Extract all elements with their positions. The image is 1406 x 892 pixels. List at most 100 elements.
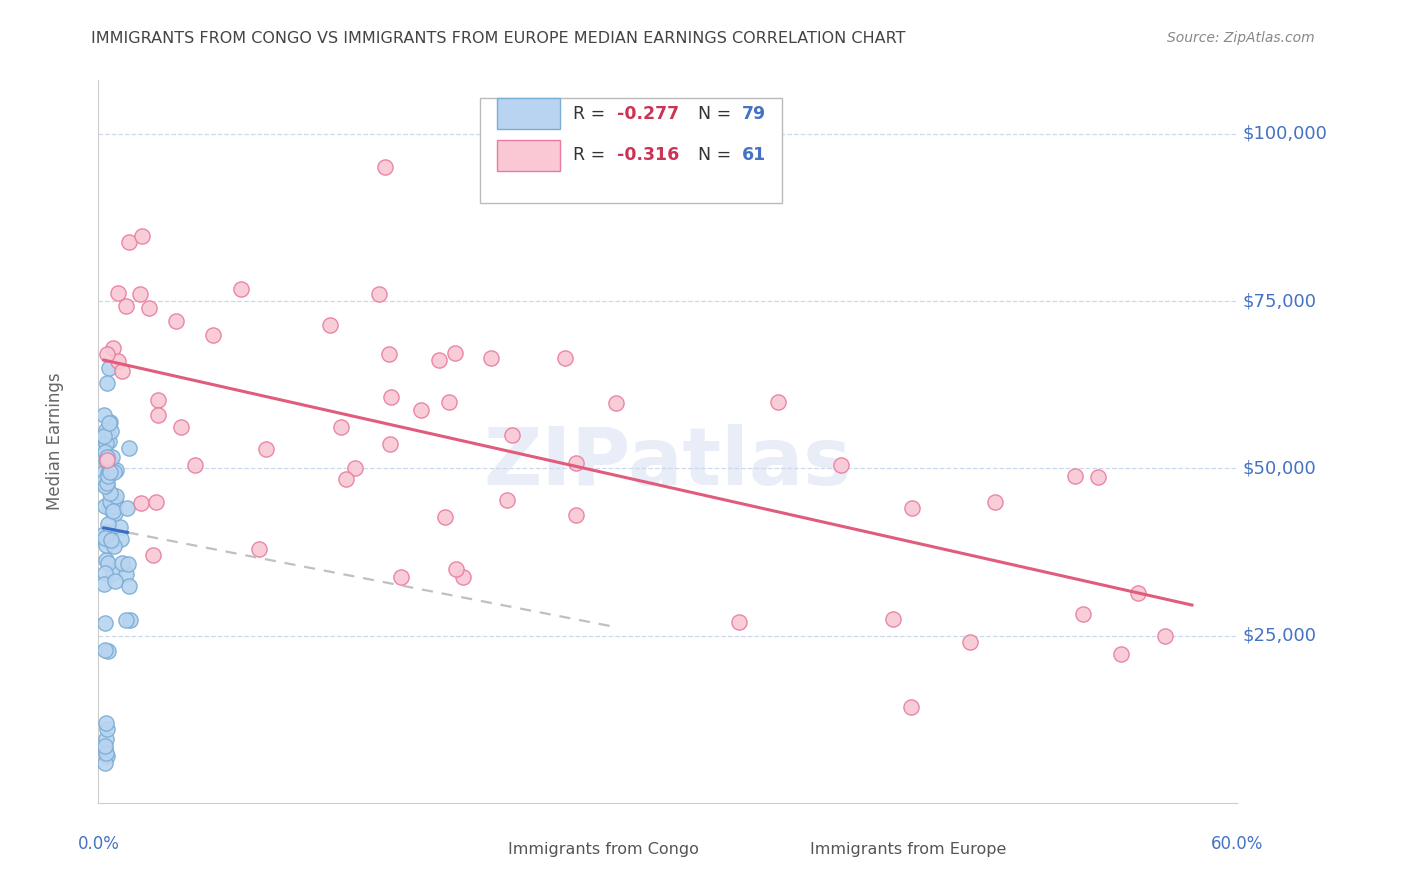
- Point: [101, 450, 124, 465]
- Point: [94, 531, 117, 545]
- Point: [97, 556, 120, 570]
- FancyBboxPatch shape: [479, 98, 782, 203]
- Point: [117, 579, 139, 593]
- Point: [93, 475, 115, 489]
- FancyBboxPatch shape: [498, 98, 560, 128]
- Point: [98, 485, 121, 500]
- Point: [94, 756, 117, 770]
- Point: [118, 235, 141, 249]
- Text: -0.277: -0.277: [617, 104, 679, 122]
- Point: [108, 520, 131, 534]
- Point: [93, 576, 115, 591]
- Point: [96, 723, 118, 737]
- Text: -0.316: -0.316: [617, 146, 679, 164]
- Point: [96, 452, 118, 467]
- Point: [93, 408, 115, 422]
- Point: [247, 542, 270, 557]
- Point: [148, 392, 170, 407]
- Point: [104, 463, 127, 477]
- Point: [451, 570, 474, 584]
- Point: [319, 318, 342, 332]
- Point: [111, 363, 134, 377]
- Point: [98, 535, 121, 549]
- Point: [378, 437, 401, 451]
- Point: [94, 552, 117, 566]
- Point: [479, 351, 502, 365]
- Text: $100,000: $100,000: [1243, 125, 1327, 143]
- Point: [94, 746, 117, 760]
- Point: [94, 615, 117, 630]
- Point: [169, 420, 191, 434]
- Point: [367, 287, 389, 301]
- Point: [93, 476, 115, 491]
- Point: [94, 428, 117, 442]
- Point: [97, 427, 120, 442]
- Text: $50,000: $50,000: [1243, 459, 1317, 477]
- Point: [97, 416, 120, 430]
- Text: $25,000: $25,000: [1243, 626, 1317, 645]
- Point: [229, 282, 252, 296]
- Point: [146, 409, 169, 423]
- Point: [94, 454, 117, 468]
- Point: [96, 749, 118, 764]
- Point: [93, 499, 115, 513]
- Point: [93, 442, 115, 456]
- Point: [184, 458, 207, 472]
- Point: [117, 557, 139, 571]
- Point: [1071, 607, 1094, 622]
- Point: [900, 699, 922, 714]
- Point: [97, 500, 120, 515]
- FancyBboxPatch shape: [463, 840, 499, 858]
- Text: R =: R =: [574, 104, 612, 122]
- Point: [101, 341, 124, 355]
- Point: [98, 465, 121, 479]
- Point: [97, 517, 120, 532]
- Point: [96, 478, 118, 492]
- Point: [104, 506, 127, 520]
- Point: [495, 493, 517, 508]
- Point: [444, 346, 467, 360]
- Point: [882, 612, 904, 626]
- Text: N =: N =: [688, 104, 737, 122]
- Point: [1153, 628, 1175, 642]
- Point: [434, 510, 457, 524]
- Point: [959, 635, 981, 649]
- Point: [374, 161, 396, 175]
- Point: [565, 508, 588, 522]
- Point: [96, 347, 118, 361]
- Point: [94, 642, 117, 657]
- Point: [330, 420, 353, 434]
- Point: [93, 531, 115, 545]
- Point: [389, 570, 412, 584]
- Point: [380, 391, 402, 405]
- Point: [107, 354, 129, 368]
- Text: Immigrants from Europe: Immigrants from Europe: [810, 841, 1007, 856]
- Point: [100, 533, 122, 548]
- Point: [107, 286, 129, 301]
- Point: [554, 351, 576, 366]
- Text: R =: R =: [574, 146, 612, 164]
- Point: [104, 489, 127, 503]
- Point: [96, 476, 118, 491]
- Point: [97, 644, 120, 658]
- Point: [444, 562, 467, 576]
- Point: [103, 540, 125, 554]
- Text: Median Earnings: Median Earnings: [46, 373, 65, 510]
- Point: [94, 732, 117, 747]
- Point: [104, 574, 127, 588]
- Point: [901, 500, 924, 515]
- Point: [93, 466, 115, 480]
- Point: [138, 301, 160, 315]
- Point: [437, 395, 460, 409]
- Point: [94, 742, 117, 756]
- Point: [165, 314, 187, 328]
- Point: [103, 566, 125, 580]
- Point: [142, 548, 165, 562]
- Point: [145, 495, 167, 509]
- Point: [565, 457, 588, 471]
- Point: [118, 441, 141, 455]
- Point: [254, 442, 277, 456]
- Point: [94, 436, 117, 450]
- Point: [101, 496, 124, 510]
- Text: 79: 79: [742, 104, 766, 122]
